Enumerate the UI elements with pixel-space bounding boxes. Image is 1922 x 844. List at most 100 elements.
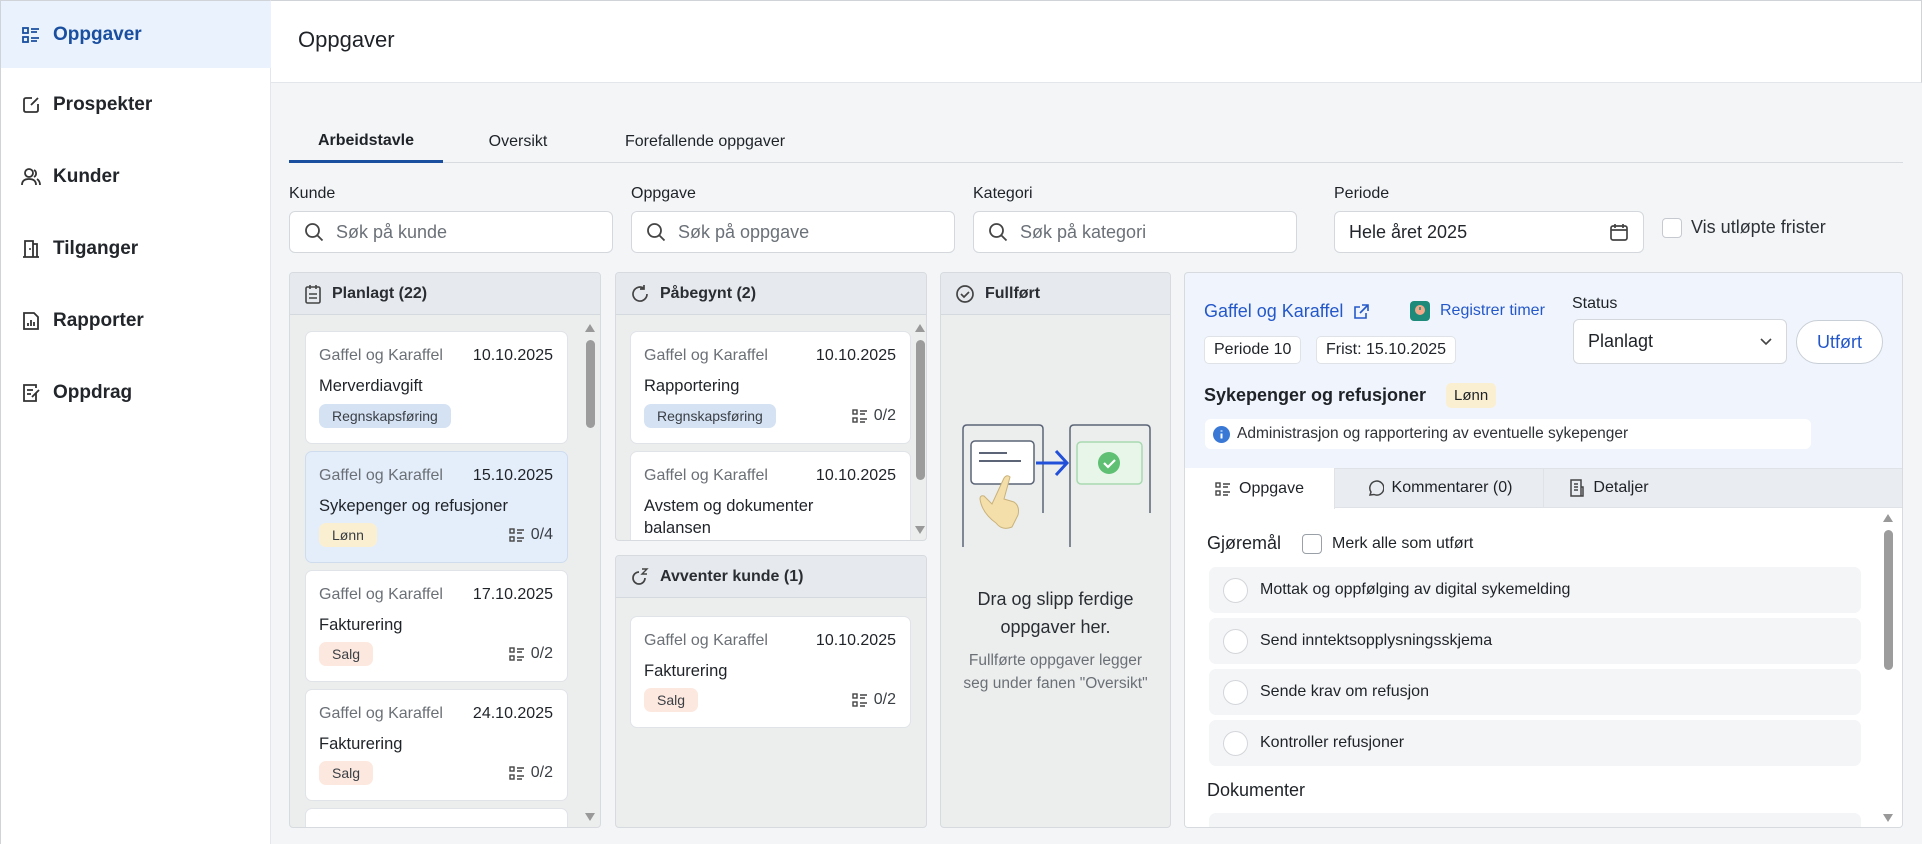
task-card-partial[interactable] (305, 808, 568, 827)
todo-count: 0/2 (873, 407, 896, 424)
task-title: Sykepenger og refusjoner (1204, 385, 1427, 405)
tab-forefallende-oppgaver[interactable]: Forefallende oppgaver (624, 133, 786, 150)
todo-item[interactable]: Mottak og oppfølging av digital sykemeld… (1209, 567, 1861, 613)
task-card[interactable]: Gaffel og Karaffel 10.10.2025 Rapporterin… (630, 331, 911, 444)
kategori-label: Kategori (973, 185, 1033, 202)
oppgave-search-input[interactable]: Søk på oppgave (631, 211, 955, 253)
checklist-icon (509, 766, 524, 780)
tab-oversikt[interactable]: Oversikt (488, 133, 548, 150)
drag-drop-illustration (962, 424, 1151, 547)
report-chart-icon (23, 311, 39, 330)
task-card[interactable]: Gaffel og Karaffel 10.10.2025 Merverdiavg… (305, 331, 568, 444)
register-time-button[interactable]: Registrer timer (1410, 301, 1545, 321)
edit-checklist-icon (23, 383, 40, 402)
empty-text: Fullførte oppgaver legger seg under fane… (963, 652, 1148, 692)
status-value: Planlagt (1588, 331, 1654, 351)
sidebar-item-label: Oppgaver (53, 23, 142, 45)
category-tag: Regnskapsføring (319, 404, 451, 428)
status-select[interactable]: Planlagt (1573, 319, 1787, 364)
sidebar-item-oppdrag[interactable]: Oppdrag (1, 359, 271, 426)
card-customer: Gaffel og Karaffel (644, 467, 768, 484)
column-title: Avventer kunde (1) (660, 567, 804, 585)
register-time-label: Registrer timer (1440, 302, 1545, 319)
card-date: 17.10.2025 (472, 586, 553, 603)
vis-utlopte-frister-label: Vis utløpte frister (1691, 217, 1826, 237)
clipboard-icon (305, 284, 321, 304)
sidebar-item-label: Kunder (53, 165, 120, 187)
todo-item[interactable]: Kontroller refusjoner (1209, 720, 1861, 766)
search-icon (647, 223, 666, 242)
period-chip: Periode 10 (1204, 336, 1302, 364)
card-title: Avstem og dokumenter balansen (644, 497, 814, 537)
tab-label: Oppgave (1239, 479, 1304, 497)
task-card[interactable]: Gaffel og Karaffel 24.10.2025 Fakturering… (305, 689, 568, 801)
task-card[interactable]: Gaffel og Karaffel 10.10.2025 Fakturering… (630, 616, 911, 728)
task-card[interactable]: Gaffel og Karaffel 17.10.2025 Fakturering… (305, 570, 568, 682)
card-title: Sykepenger og refusjoner (319, 497, 508, 515)
sidebar-item-prospekter[interactable]: Prospekter (1, 71, 271, 138)
door-icon (23, 239, 39, 258)
card-date: 10.10.2025 (472, 347, 553, 364)
checklist-icon (509, 647, 524, 661)
task-card-selected[interactable]: Gaffel og Karaffel 15.10.2025 Sykepenger … (305, 451, 568, 563)
info-icon (1213, 425, 1230, 443)
planlagt-scrollbar[interactable] (584, 320, 596, 825)
card-title: Fakturering (319, 735, 403, 753)
todo-item[interactable]: Sende krav om refusjon (1209, 669, 1861, 715)
comment-icon (1368, 480, 1384, 496)
todo-count: 0/2 (873, 691, 896, 708)
check-circle-icon (956, 284, 974, 303)
tab-arbeidstavle[interactable]: Arbeidstavle (289, 121, 443, 163)
detail-scrollbar[interactable] (1882, 512, 1894, 826)
utfort-button[interactable]: Utført (1796, 320, 1883, 364)
todo-radio[interactable] (1223, 577, 1248, 603)
customer-link[interactable]: Gaffel og Karaffel (1204, 301, 1370, 322)
search-icon (989, 223, 1008, 242)
todo-radio[interactable] (1223, 628, 1248, 654)
column-header: Fullført (941, 273, 1170, 315)
column-title: Fullført (985, 284, 1041, 302)
sidebar-item-kunder[interactable]: Kunder (1, 143, 271, 210)
sidebar-item-label: Prospekter (53, 93, 153, 115)
sidebar-item-tilganger[interactable]: Tilganger (1, 215, 271, 282)
card-date: 10.10.2025 (815, 467, 896, 484)
detail-tab-oppgave[interactable]: Oppgave (1185, 468, 1335, 509)
todo-radio[interactable] (1223, 730, 1248, 756)
customer-name: Gaffel og Karaffel (1204, 301, 1344, 321)
page-header: Oppgaver (271, 0, 1922, 83)
todo-label: Send inntektsopplysningsskjema (1260, 632, 1493, 649)
pabegynt-scrollbar[interactable] (914, 320, 926, 538)
page-title: Oppgaver (298, 27, 395, 52)
card-customer: Gaffel og Karaffel (319, 586, 443, 603)
vis-utlopte-frister-checkbox[interactable] (1662, 218, 1682, 238)
kunde-placeholder: Søk på kunde (336, 221, 448, 242)
kunde-label: Kunde (289, 185, 336, 202)
sidebar-item-rapporter[interactable]: Rapporter (1, 287, 271, 354)
column-header: Påbegynt (2) (616, 273, 926, 315)
card-title: Merverdiavgift (319, 377, 423, 395)
kategori-search-input[interactable]: Søk på kategori (973, 211, 1297, 253)
status-label: Status (1572, 295, 1618, 312)
card-customer: Gaffel og Karaffel (319, 467, 443, 484)
todo-label: Kontroller refusjoner (1260, 734, 1405, 751)
document-item-partial[interactable] (1209, 813, 1861, 827)
checklist-icon (852, 409, 867, 423)
kunde-search-input[interactable]: Søk på kunde (289, 211, 613, 253)
search-icon (305, 223, 324, 242)
todo-item[interactable]: Send inntektsopplysningsskjema (1209, 618, 1861, 664)
detail-tab-detaljer[interactable]: Detaljer (1544, 468, 1674, 508)
card-customer: Gaffel og Karaffel (319, 347, 443, 364)
category-tag: Salg (319, 642, 374, 666)
checklist-icon (509, 528, 524, 542)
periode-date-picker[interactable]: Hele året 2025 (1334, 211, 1644, 253)
sidebar-item-oppgaver[interactable]: Oppgaver (1, 1, 271, 68)
mark-all-checkbox[interactable] (1302, 534, 1322, 554)
calendar-icon[interactable] (1609, 222, 1629, 242)
todo-radio[interactable] (1223, 679, 1248, 705)
todo-count: 0/2 (530, 645, 553, 662)
documents-heading: Dokumenter (1207, 780, 1306, 800)
task-card[interactable]: Gaffel og Karaffel 10.10.2025 Avstem og d… (630, 451, 911, 540)
detail-tab-kommentarer[interactable]: Kommentarer (0) (1335, 468, 1544, 508)
kategori-placeholder: Søk på kategori (1020, 221, 1147, 242)
todos-heading: Gjøremål (1207, 533, 1282, 553)
